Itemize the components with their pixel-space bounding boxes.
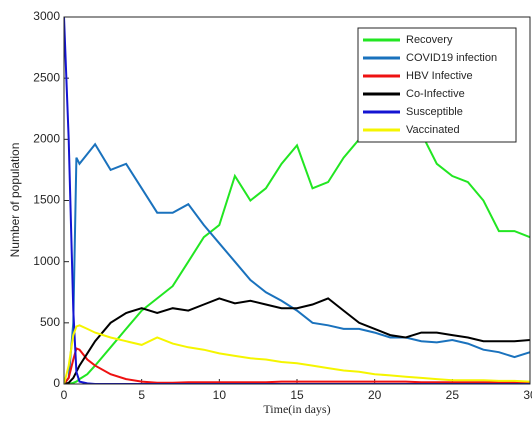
y-tick-label: 0 xyxy=(53,376,60,390)
x-tick-label: 10 xyxy=(213,388,227,402)
legend-label: Susceptible xyxy=(406,106,463,118)
x-tick-label: 25 xyxy=(446,388,460,402)
y-tick-label: 3000 xyxy=(33,9,60,23)
legend-label: HBV Infective xyxy=(406,70,473,82)
y-tick-label: 500 xyxy=(40,315,60,329)
plot-frame xyxy=(63,16,531,385)
legend-box xyxy=(357,27,517,143)
legend-label: Recovery xyxy=(406,34,453,46)
y-tick-label: 1000 xyxy=(33,254,60,268)
x-tick-label: 15 xyxy=(290,388,304,402)
series-line xyxy=(64,297,530,384)
y-axis-label: Number of population xyxy=(8,143,22,258)
y-tick-label: 2000 xyxy=(33,132,60,146)
series-line xyxy=(64,126,530,384)
legend-label: Co-Infective xyxy=(406,88,465,100)
x-axis-label: Time(in days) xyxy=(263,402,330,416)
legend-label: Vaccinated xyxy=(406,124,460,136)
x-tick-label: 5 xyxy=(138,388,145,402)
series-line xyxy=(64,347,530,384)
y-tick-label: 1500 xyxy=(33,193,60,207)
x-tick-label: 30 xyxy=(523,388,532,402)
y-tick-label: 2500 xyxy=(33,70,60,84)
series-line xyxy=(64,324,530,384)
x-tick-label: 0 xyxy=(61,388,68,402)
x-tick-label: 20 xyxy=(368,388,382,402)
legend-label: COVID19 infection xyxy=(406,52,497,64)
series-line xyxy=(64,142,530,384)
